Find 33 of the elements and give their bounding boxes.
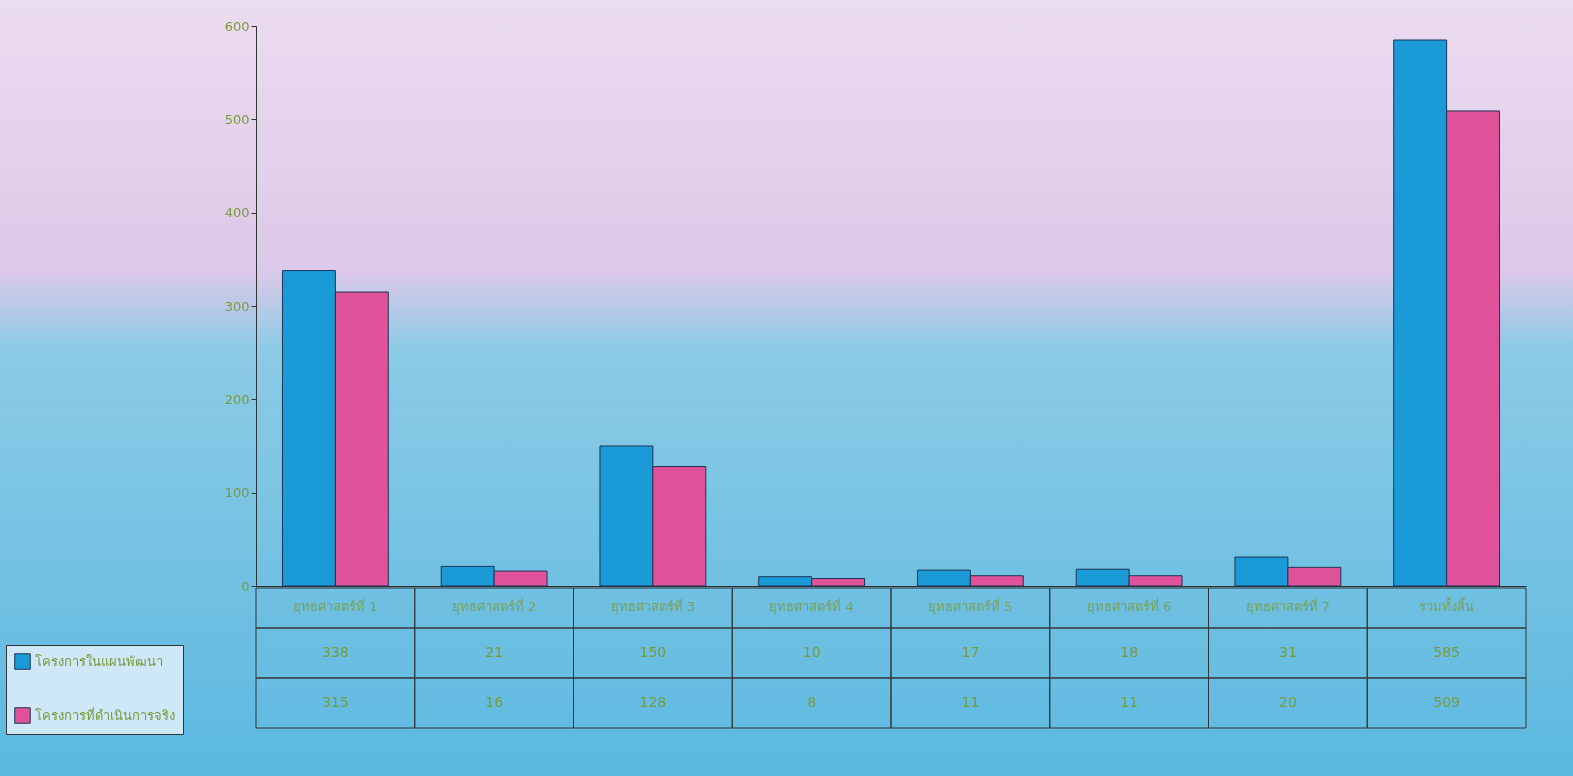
- y-tick-label: 400: [224, 205, 250, 221]
- y-tick-label: 200: [224, 391, 250, 407]
- x-tick-label: ยุทธศาสตร์ที่ 2: [451, 597, 537, 615]
- data-label: 16: [485, 694, 504, 710]
- data-label: 8: [807, 694, 817, 710]
- data-label: 338: [322, 644, 349, 660]
- data-label: 128: [639, 694, 667, 710]
- y-tick-label: 500: [224, 111, 250, 127]
- data-label: 509: [1433, 694, 1460, 710]
- legend-label: โครงการในแผนพัฒนา: [35, 653, 163, 669]
- data-label: 11: [1120, 694, 1139, 710]
- y-tick-label: 0: [241, 578, 250, 594]
- x-tick-label: ยุทธศาสตร์ที่ 5: [928, 597, 1013, 615]
- data-label: 585: [1433, 644, 1460, 660]
- data-label: 21: [485, 644, 504, 660]
- y-tick-label: 600: [224, 18, 250, 34]
- data-label: 11: [961, 694, 980, 710]
- y-tick-label: 100: [224, 485, 250, 501]
- data-label: 20: [1278, 694, 1297, 710]
- x-tick-label: ยุทธศาสตร์ที่ 6: [1086, 597, 1172, 615]
- data-label: 10: [802, 644, 821, 660]
- x-tick-label: ยุทธศาสตร์ที่ 7: [1245, 597, 1331, 615]
- x-tick-label: ยุทธศาสตร์ที่ 4: [769, 597, 854, 615]
- data-label: 315: [322, 694, 349, 710]
- data-label: 31: [1278, 644, 1297, 660]
- data-label: 17: [961, 644, 980, 660]
- data-label: 150: [639, 644, 667, 660]
- data-label: 18: [1120, 644, 1139, 660]
- x-tick-label: ยุทธศาสตร์ที่ 1: [293, 597, 378, 615]
- legend-label: โครงการที่ดำเนินการจริง: [35, 706, 175, 723]
- y-tick-label: 300: [224, 298, 250, 314]
- x-tick-label: รวมทั้งสิ้น: [1419, 596, 1475, 614]
- x-tick-label: ยุทธศาสตร์ที่ 3: [610, 597, 696, 615]
